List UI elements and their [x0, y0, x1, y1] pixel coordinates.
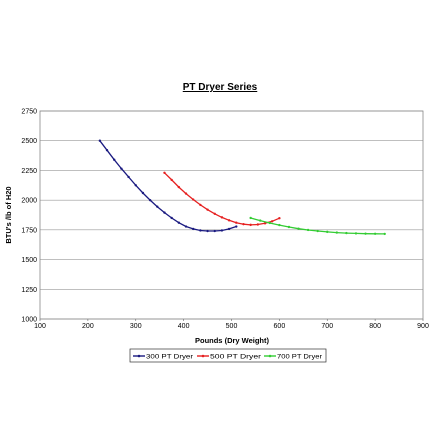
- x-axis-label: Pounds (Dry Weight): [195, 336, 270, 345]
- y-tick-label: 1500: [21, 257, 37, 264]
- x-tick-label: 900: [417, 323, 429, 330]
- data-point: [364, 232, 367, 235]
- x-tick-label: 300: [130, 323, 142, 330]
- data-point: [127, 175, 130, 179]
- legend-label: 500 PT Dryer: [210, 353, 262, 360]
- legend-label: 300 PT Dryer: [146, 353, 194, 360]
- x-tick-label: 400: [178, 323, 190, 330]
- data-point: [206, 208, 209, 211]
- y-axis-label: BTU's /lb of H20: [4, 186, 13, 243]
- legend-marker: [137, 354, 141, 358]
- data-point: [170, 216, 173, 220]
- series-2: [163, 171, 281, 227]
- data-point: [98, 139, 102, 142]
- x-tick-label: 100: [34, 323, 46, 330]
- data-point: [287, 225, 291, 229]
- data-point: [373, 232, 377, 235]
- grid: [40, 110, 423, 320]
- data-point: [113, 158, 116, 161]
- data-point: [278, 217, 281, 220]
- data-point: [192, 227, 195, 231]
- data-point: [105, 149, 109, 152]
- data-point: [242, 222, 245, 226]
- x-tick-label: 800: [369, 323, 381, 330]
- data-point: [227, 219, 231, 222]
- plot-area: [39, 110, 424, 320]
- data-point: [316, 229, 319, 233]
- data-point: [192, 198, 195, 201]
- series-line: [99, 140, 237, 232]
- x-tick-label: 500: [226, 323, 238, 330]
- legend-item: 700 PT Dryer: [264, 353, 323, 360]
- data-point: [220, 216, 224, 219]
- legend-marker: [201, 354, 205, 358]
- series-3: [249, 216, 386, 236]
- data-point: [354, 232, 358, 235]
- data-point: [177, 221, 181, 224]
- y-tick-label: 2000: [21, 198, 37, 205]
- data-point: [148, 198, 152, 202]
- data-point: [170, 178, 173, 182]
- data-point: [227, 227, 231, 231]
- data-point: [184, 225, 188, 228]
- data-point: [249, 216, 252, 220]
- data-point: [199, 229, 202, 232]
- data-point: [259, 219, 262, 222]
- y-tick-label: 1250: [21, 287, 37, 294]
- data-point: [326, 230, 329, 234]
- data-point: [306, 228, 310, 232]
- data-point: [163, 211, 166, 214]
- data-point: [249, 223, 252, 227]
- x-tick-label: 700: [321, 323, 333, 330]
- data-point: [335, 231, 339, 234]
- series-1: [98, 139, 238, 233]
- chart-title: PT Dryer Series: [183, 82, 258, 93]
- y-tick-label: 1750: [21, 227, 37, 234]
- data-point: [270, 220, 274, 223]
- y-tick-label: 2750: [21, 109, 37, 116]
- x-axis-ticks: 100 200 300 400 500 600 700 800 900: [34, 319, 429, 330]
- data-point: [177, 185, 181, 189]
- data-point: [263, 222, 267, 225]
- y-tick-label: 2250: [21, 168, 37, 175]
- data-point: [134, 184, 137, 187]
- series-group: [98, 139, 386, 236]
- data-point: [213, 229, 216, 233]
- data-point: [163, 171, 166, 175]
- legend-box: [129, 348, 327, 363]
- data-point: [235, 225, 238, 228]
- data-point: [256, 223, 260, 226]
- data-point: [220, 229, 224, 232]
- data-point: [213, 212, 216, 216]
- legend-item: 300 PT Dryer: [133, 353, 194, 360]
- data-point: [297, 227, 300, 230]
- data-point: [156, 205, 159, 208]
- x-tick-label: 200: [82, 323, 94, 330]
- data-point: [120, 167, 123, 170]
- data-point: [235, 221, 238, 224]
- legend: 300 PT Dryer 500 PT Dryer 700 PT Dryer: [129, 348, 327, 363]
- y-axis-ticks: 1000 1250 1500 1750 2000 2250 2500 2750: [21, 109, 37, 324]
- data-point: [268, 221, 271, 225]
- legend-label: 700 PT Dryer: [277, 353, 323, 360]
- legend-item: 500 PT Dryer: [197, 353, 262, 360]
- y-tick-label: 2500: [21, 138, 37, 145]
- data-point: [141, 191, 145, 195]
- x-tick-label: 600: [274, 323, 286, 330]
- data-point: [184, 192, 188, 195]
- data-point: [278, 223, 281, 227]
- data-point: [345, 231, 348, 235]
- y-tick-label: 1000: [21, 317, 37, 324]
- legend-marker: [268, 354, 272, 358]
- data-point: [206, 229, 209, 233]
- data-point: [199, 203, 202, 207]
- data-point: [383, 232, 386, 236]
